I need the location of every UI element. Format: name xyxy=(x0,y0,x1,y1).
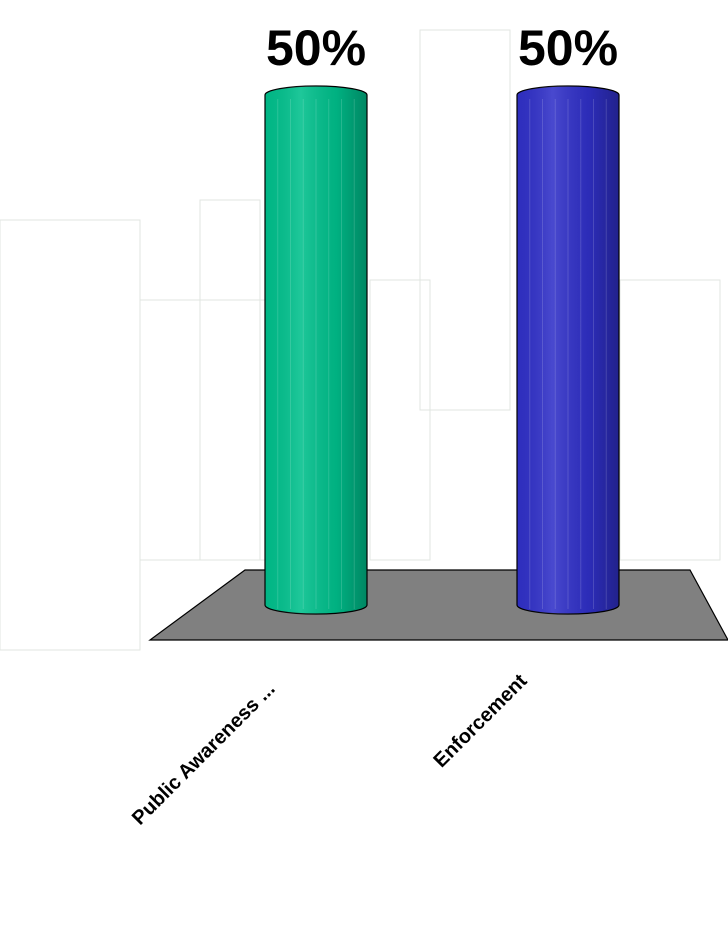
bar-shade xyxy=(517,86,619,614)
background-sketch xyxy=(0,29,721,651)
value-label: 50% xyxy=(266,20,366,76)
value-label: 50% xyxy=(518,20,618,76)
floor xyxy=(148,569,728,641)
bar xyxy=(264,85,368,615)
bar xyxy=(516,85,620,615)
bar-shade xyxy=(265,86,367,614)
